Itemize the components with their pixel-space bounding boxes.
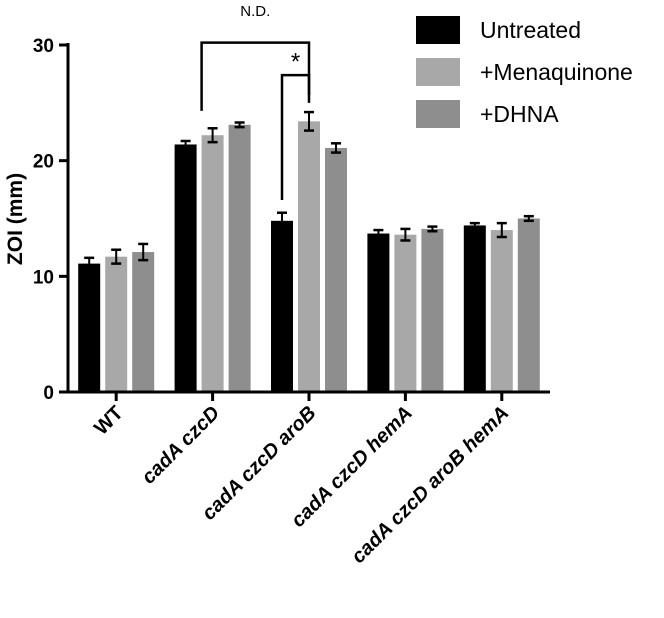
x-category-label: WT xyxy=(90,402,128,440)
legend: Untreated +Menaquinone +DHNA xyxy=(416,16,633,128)
error-bar-0-1 xyxy=(111,248,122,265)
bar-4-0 xyxy=(463,225,486,392)
bar-2-0 xyxy=(271,220,293,392)
error-bar-4-2 xyxy=(523,214,534,223)
error-bar-4-0 xyxy=(469,221,480,230)
legend-label: Untreated xyxy=(480,17,581,43)
x-category-label: cadA czcD aroB hemA xyxy=(347,402,513,568)
error-bar-1-1 xyxy=(207,127,218,144)
bar-0-0 xyxy=(78,263,101,392)
y-tick-label: 0 xyxy=(43,383,54,404)
legend-label: +DHNA xyxy=(480,101,559,127)
bar-1-2 xyxy=(228,124,251,392)
bar-0-1 xyxy=(105,256,128,392)
bar-3-0 xyxy=(367,233,390,392)
y-tick-label: 10 xyxy=(33,267,54,288)
legend-label: +Menaquinone xyxy=(480,59,633,85)
significance-label: N.D. xyxy=(240,3,270,20)
bar-2-1 xyxy=(298,121,320,392)
error-bars-layer xyxy=(84,110,534,271)
significance-bracket-1: * xyxy=(280,48,311,200)
bar-3-2 xyxy=(421,228,444,392)
error-bar-3-2 xyxy=(427,225,438,233)
error-bar-2-2 xyxy=(331,142,341,154)
error-bar-2-0 xyxy=(277,211,287,231)
bar-2-2 xyxy=(325,147,347,392)
legend-item-1: +Menaquinone xyxy=(416,58,633,86)
y-axis-title: ZOI (mm) xyxy=(4,173,27,265)
error-bar-3-1 xyxy=(400,227,411,242)
error-bar-4-1 xyxy=(496,221,507,239)
y-tick-label: 30 xyxy=(33,36,54,57)
legend-item-0: Untreated xyxy=(416,16,581,44)
legend-swatch xyxy=(416,100,460,128)
error-bar-0-2 xyxy=(138,242,149,262)
legend-item-2: +DHNA xyxy=(416,100,559,128)
legend-swatch xyxy=(416,16,460,44)
bar-0-2 xyxy=(132,252,155,392)
error-bar-2-1 xyxy=(304,110,314,132)
bar-4-2 xyxy=(517,218,540,392)
y-tick-label: 20 xyxy=(33,152,54,173)
bar-1-0 xyxy=(174,144,197,392)
bars-layer xyxy=(78,121,540,392)
x-category-label: cadA czcD xyxy=(138,402,225,489)
significance-annotations: N.D. * xyxy=(200,3,311,200)
error-bar-3-0 xyxy=(373,228,384,239)
bar-4-1 xyxy=(490,230,513,392)
significance-bracket-0: N.D. xyxy=(200,3,311,111)
legend-swatch xyxy=(416,58,460,86)
error-bar-1-2 xyxy=(234,121,245,129)
bar-3-1 xyxy=(394,234,417,392)
bar-1-1 xyxy=(201,135,224,392)
significance-label: * xyxy=(291,48,300,75)
error-bar-1-0 xyxy=(180,139,191,150)
error-bar-0-0 xyxy=(84,256,95,271)
